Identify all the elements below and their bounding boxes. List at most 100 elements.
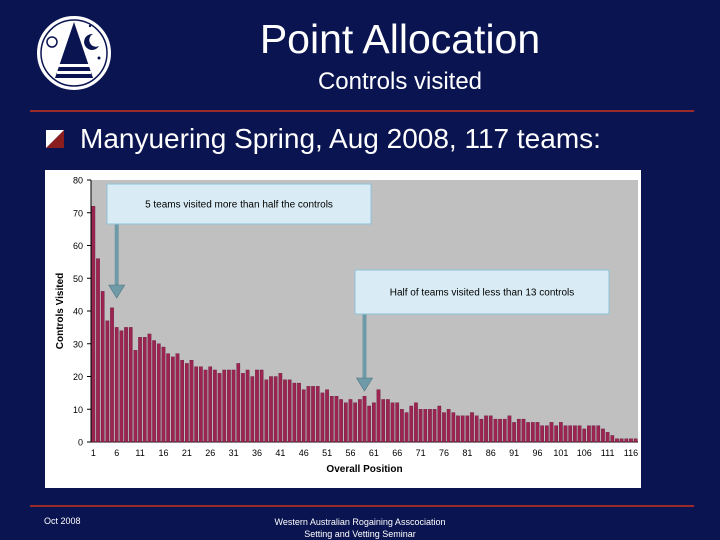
- bar: [208, 366, 213, 443]
- x-tick-label: 76: [439, 448, 449, 458]
- header-divider: [30, 110, 694, 112]
- bar: [409, 405, 414, 443]
- bar: [404, 412, 409, 443]
- bar: [222, 369, 227, 443]
- bar: [199, 366, 203, 443]
- bar: [100, 291, 105, 443]
- bar: [325, 389, 329, 443]
- bar: [124, 327, 128, 443]
- x-axis-title: Overall Position: [326, 464, 402, 475]
- bar: [376, 389, 381, 443]
- bar: [582, 428, 587, 443]
- slide-subtitle: Controls visited: [317, 68, 483, 95]
- bar: [362, 395, 367, 443]
- bar: [493, 418, 498, 443]
- y-tick-label: 20: [73, 372, 83, 382]
- bar: [367, 405, 372, 443]
- bar: [549, 422, 554, 443]
- callout-box: [354, 269, 610, 315]
- bar: [418, 409, 423, 443]
- bar: [329, 395, 334, 443]
- bar: [432, 409, 437, 443]
- y-tick-label: 60: [73, 241, 83, 251]
- bar: [591, 425, 596, 443]
- bullet-point: Manyuering Spring, Aug 2008, 117 teams:: [44, 123, 601, 155]
- bar: [213, 369, 217, 443]
- x-tick-label: 66: [392, 448, 402, 458]
- bar: [231, 369, 236, 443]
- x-tick-label: 6: [114, 448, 119, 458]
- callout-arrow-shaft: [114, 224, 119, 286]
- bar: [152, 340, 156, 443]
- bullet-text: Manyuering Spring, Aug 2008, 117 teams:: [80, 123, 601, 154]
- bar: [343, 402, 348, 443]
- y-tick-label: 30: [73, 339, 83, 349]
- bar: [605, 432, 610, 443]
- bar: [610, 435, 615, 443]
- bar: [465, 415, 470, 443]
- bar: [456, 415, 460, 443]
- callout-arrow-head: [355, 377, 374, 392]
- bar: [460, 415, 465, 443]
- bar: [381, 399, 386, 443]
- x-tick-label: 36: [252, 448, 262, 458]
- y-axis-title: Controls Visited: [55, 273, 66, 350]
- chart-container: 0 10 20 30 40 50 60 70 80 1 6 11 16 21 26 31 36 41 46 51 56 6…: [45, 170, 641, 488]
- bar: [446, 409, 451, 443]
- x-tick-label: 111: [601, 448, 615, 458]
- bar: [128, 327, 133, 443]
- x-tick-label: 91: [509, 448, 519, 458]
- bar: [512, 422, 516, 443]
- bar: [479, 418, 484, 443]
- x-tick-label: 96: [532, 448, 542, 458]
- bar: [255, 369, 259, 443]
- x-tick-label: 26: [205, 448, 215, 458]
- bar: [334, 395, 339, 443]
- y-tick-label: 0: [78, 438, 83, 448]
- bar: [138, 337, 142, 443]
- y-tick-label: 50: [73, 274, 83, 284]
- bar: [236, 363, 241, 443]
- bar: [194, 366, 199, 443]
- bar: [203, 369, 208, 443]
- bar: [568, 425, 573, 443]
- x-tick-label: 11: [135, 448, 144, 458]
- bar: [161, 346, 166, 443]
- bar: [133, 350, 138, 443]
- bar: [175, 353, 180, 443]
- y-tick-label: 80: [73, 176, 83, 186]
- bar: [250, 376, 255, 443]
- x-tick-label: 41: [275, 448, 285, 458]
- x-tick-label: 101: [553, 448, 568, 458]
- bar: [348, 399, 353, 443]
- bar: [559, 422, 563, 443]
- callout-text: 5 teams visited more than half the contr…: [145, 200, 333, 211]
- bar: [428, 409, 432, 443]
- bar: [185, 363, 189, 443]
- bar: [573, 425, 577, 443]
- y-tick-label: 70: [73, 208, 83, 218]
- bar: [297, 382, 301, 443]
- bar: [526, 422, 530, 443]
- bar: [545, 425, 549, 443]
- x-tick-label: 21: [182, 448, 192, 458]
- bullet-icon: [46, 130, 64, 148]
- bar: [502, 418, 507, 443]
- bar: [451, 412, 456, 443]
- x-tick-label: 1: [91, 448, 96, 458]
- bar: [227, 369, 231, 443]
- bar: [287, 379, 292, 443]
- footer-line-2: Setting and Vetting Seminar: [304, 529, 416, 539]
- bar: [114, 327, 119, 443]
- bar: [601, 428, 605, 443]
- bar: [516, 418, 521, 443]
- bar: [315, 386, 320, 443]
- bar: [498, 418, 502, 443]
- callout-box: [106, 183, 372, 225]
- bar: [156, 343, 161, 443]
- bar: [264, 379, 269, 443]
- bar: [474, 415, 479, 443]
- bar: [400, 409, 404, 443]
- bar: [91, 206, 96, 443]
- bar: [283, 379, 287, 443]
